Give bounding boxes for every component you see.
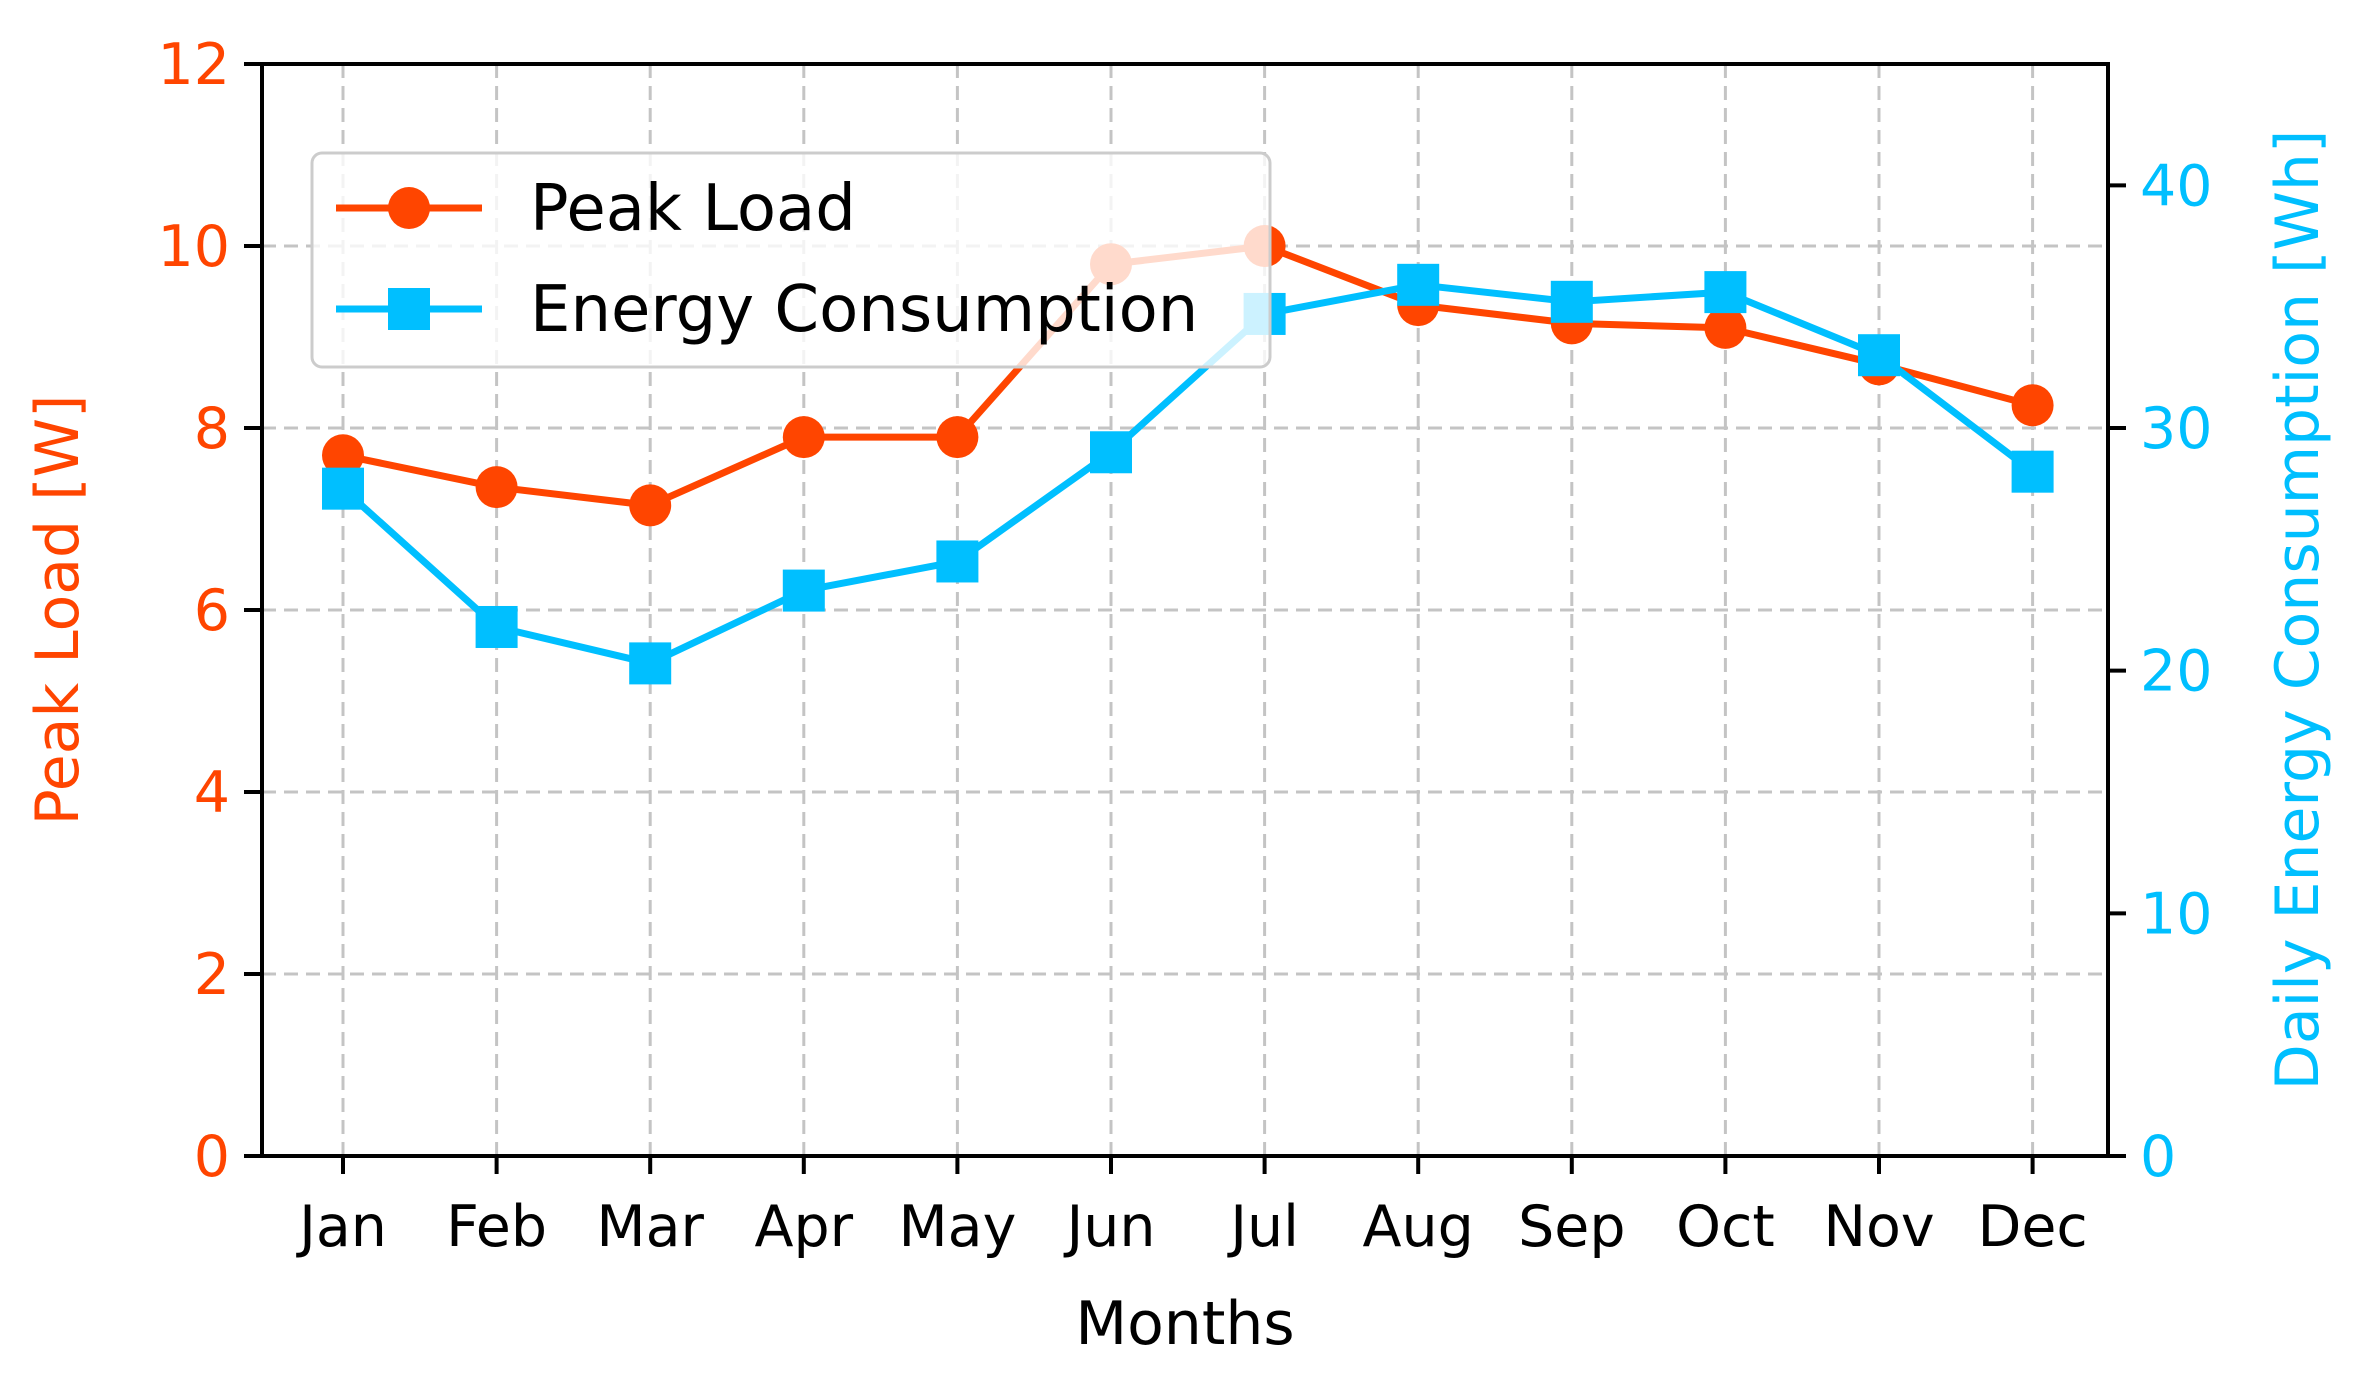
plot-frame: [260, 62, 2110, 1158]
x-tick-label: May: [898, 1194, 1016, 1260]
x-tick-label: Apr: [754, 1194, 853, 1260]
right-y-tick-label: 20: [2140, 639, 2213, 705]
data-point: [629, 642, 672, 685]
x-tick-label: Oct: [1676, 1194, 1775, 1260]
x-tick-label: Feb: [446, 1194, 547, 1260]
legend-label: Energy Consumption: [530, 273, 1198, 347]
series-energy-consumption: [322, 263, 2054, 685]
left-y-tick-label: 4: [194, 760, 230, 826]
left-y-tick-label: 12: [157, 32, 230, 98]
data-point: [1550, 280, 1593, 323]
left-y-tick-label: 0: [194, 1124, 230, 1190]
data-point: [1090, 431, 1132, 474]
left-y-tick-label: 8: [194, 396, 230, 462]
data-point: [782, 416, 825, 459]
legend: Peak Load Energy Consumption: [310, 151, 1272, 369]
legend-marker: [388, 288, 430, 330]
x-tick-label: Dec: [1977, 1194, 2087, 1260]
left-y-axis-title: Peak Load [W]: [23, 395, 93, 826]
x-tick-label: Jul: [1227, 1194, 1299, 1260]
data-point: [1704, 306, 1747, 349]
data-point: [936, 416, 979, 459]
left-y-tick-label: 10: [157, 214, 230, 280]
right-y-axis-title: Daily Energy Consumption [Wh]: [2263, 130, 2333, 1091]
data-point: [322, 434, 364, 477]
right-y-tick-label: 40: [2140, 153, 2213, 219]
data-point: [1397, 263, 1440, 306]
x-tick-label: Sep: [1518, 1194, 1625, 1260]
data-point: [475, 605, 518, 648]
data-point: [936, 540, 979, 583]
left-y-tick-label: 2: [194, 942, 230, 1008]
x-tick-label: Nov: [1823, 1194, 1934, 1260]
data-point: [629, 484, 672, 527]
axes: [244, 62, 2126, 1174]
right-y-tick-label: 30: [2140, 396, 2213, 462]
data-point: [782, 569, 825, 612]
x-axis-title: Months: [1075, 1289, 1294, 1359]
x-tick-label: Jun: [1063, 1194, 1155, 1260]
x-tick-label: Mar: [596, 1194, 704, 1260]
right-y-tick-label: 0: [2140, 1124, 2176, 1190]
tick-labels: Jan Feb Mar Apr May Jun Jul Aug Sep Oct Nov Dec 0 2 4 6…: [157, 32, 2212, 1260]
data-point: [2011, 384, 2054, 427]
data-point: [1858, 334, 1900, 377]
x-tick-label: Jan: [296, 1194, 387, 1260]
right-y-tick-label: 10: [2140, 881, 2213, 947]
data-point: [475, 466, 518, 509]
legend-label: Peak Load: [530, 172, 856, 246]
series-line: [340, 281, 2035, 667]
legend-marker: [388, 187, 430, 229]
x-tick-label: Aug: [1363, 1194, 1474, 1260]
data-point: [1704, 271, 1747, 314]
data-point: [2011, 450, 2054, 493]
data-point: [322, 467, 364, 510]
legend-box: [310, 151, 1272, 369]
left-y-tick-label: 6: [194, 578, 230, 644]
